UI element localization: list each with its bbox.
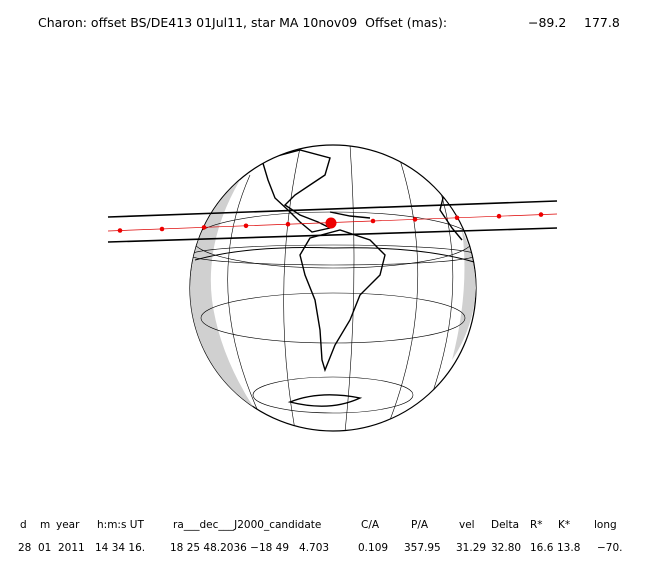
cell-value: 01 [38, 542, 51, 554]
cell-value: 357.95 [404, 542, 441, 554]
offset-x: −89.2 [528, 15, 566, 30]
cell-value: 14 34 16. [95, 542, 145, 554]
cell-value: 13.8 [557, 542, 580, 554]
cell-value: 28 [18, 542, 31, 554]
cell-value: −70. [597, 542, 623, 554]
column-header: ra___dec___J2000_candidate [173, 519, 321, 531]
data-table: d m year h:m:s UT ra___dec___J2000_candidate… [18, 519, 623, 554]
shadow-path [107, 200, 558, 243]
column-header: vel [459, 519, 475, 531]
cell-value: 32.80 [491, 542, 521, 554]
cell-value: 18 25 48.2036 −18 49 4.703 [170, 542, 329, 554]
column-header: P/A [411, 519, 429, 531]
column-header: year [56, 519, 80, 531]
column-header: m [40, 519, 50, 531]
column-header: K* [558, 519, 570, 531]
offset-y: 177.8 [584, 15, 620, 30]
cell-value: 16.6 [530, 542, 554, 554]
globe [189, 144, 477, 432]
column-header: long [594, 519, 617, 531]
cell-value: 0.109 [358, 542, 388, 554]
column-header: R* [530, 519, 543, 531]
column-header: Delta [491, 519, 519, 531]
title: Charon: offset BS/DE413 01Jul11, star MA… [38, 15, 447, 30]
column-header: d [20, 519, 27, 531]
cell-value: 2011 [58, 542, 85, 554]
column-header: h:m:s UT [97, 519, 144, 531]
cell-value: 31.29 [456, 542, 486, 554]
column-header: C/A [361, 519, 380, 531]
